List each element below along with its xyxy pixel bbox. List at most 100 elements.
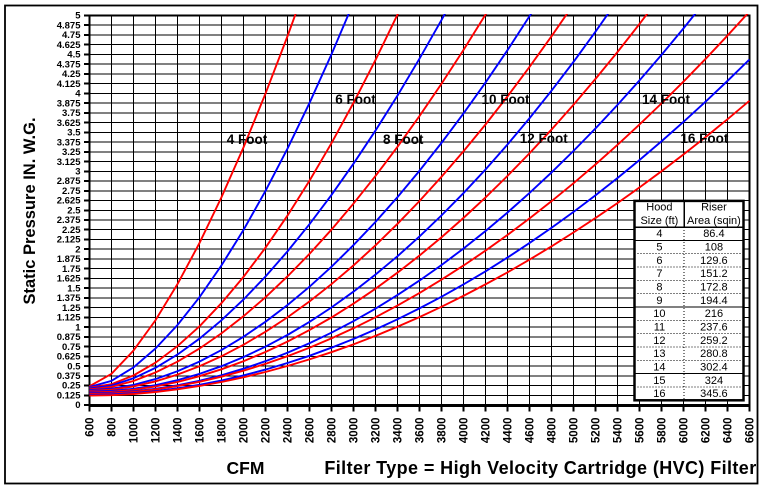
svg-text:6400: 6400 <box>723 418 735 444</box>
svg-text:5200: 5200 <box>591 418 603 444</box>
svg-text:4.25: 4.25 <box>62 69 81 80</box>
svg-text:302.4: 302.4 <box>700 361 728 373</box>
svg-text:13: 13 <box>653 348 665 360</box>
svg-text:Static Pressure IN. W.G.: Static Pressure IN. W.G. <box>21 117 39 304</box>
svg-text:0: 0 <box>75 400 80 411</box>
svg-text:1000: 1000 <box>129 418 141 444</box>
svg-text:86.4: 86.4 <box>703 228 724 240</box>
svg-text:2.375: 2.375 <box>57 215 81 226</box>
svg-text:324: 324 <box>705 375 723 387</box>
svg-text:3.25: 3.25 <box>62 147 81 158</box>
svg-text:5000: 5000 <box>569 418 581 444</box>
svg-text:3400: 3400 <box>393 418 405 444</box>
svg-text:0.875: 0.875 <box>57 332 81 343</box>
svg-text:5800: 5800 <box>657 418 669 444</box>
svg-text:5600: 5600 <box>635 418 647 444</box>
svg-text:Size (ft): Size (ft) <box>640 215 678 227</box>
svg-text:194.4: 194.4 <box>700 295 728 307</box>
svg-text:2600: 2600 <box>305 418 317 444</box>
svg-text:0.25: 0.25 <box>62 381 81 392</box>
svg-text:10: 10 <box>653 308 665 320</box>
svg-text:1.625: 1.625 <box>57 274 81 285</box>
svg-text:108: 108 <box>705 242 723 254</box>
svg-text:2.125: 2.125 <box>57 235 81 246</box>
svg-text:4 Foot: 4 Foot <box>227 132 268 147</box>
svg-text:1.75: 1.75 <box>62 264 81 275</box>
svg-text:Hood: Hood <box>646 202 672 214</box>
svg-text:259.2: 259.2 <box>700 335 728 347</box>
svg-text:8: 8 <box>656 281 662 293</box>
svg-text:5400: 5400 <box>613 418 625 444</box>
svg-text:151.2: 151.2 <box>700 268 728 280</box>
svg-text:6600: 6600 <box>745 418 757 444</box>
svg-text:1400: 1400 <box>173 418 185 444</box>
svg-text:237.6: 237.6 <box>700 321 728 333</box>
svg-text:7: 7 <box>656 268 662 280</box>
svg-text:3200: 3200 <box>371 418 383 444</box>
svg-text:10 Foot: 10 Foot <box>481 92 530 107</box>
svg-text:1.125: 1.125 <box>57 313 81 324</box>
svg-text:2.875: 2.875 <box>57 176 81 187</box>
svg-text:2.5: 2.5 <box>67 205 81 216</box>
svg-text:Filter Type = High Velocity Ca: Filter Type = High Velocity Cartridge (H… <box>324 458 756 478</box>
svg-text:172.8: 172.8 <box>700 281 728 293</box>
svg-text:600: 600 <box>85 418 97 437</box>
svg-text:3.125: 3.125 <box>57 157 81 168</box>
svg-text:6 Foot: 6 Foot <box>335 92 376 107</box>
svg-text:800: 800 <box>107 418 119 437</box>
svg-text:4.5: 4.5 <box>67 50 81 61</box>
svg-text:345.6: 345.6 <box>700 388 728 400</box>
svg-text:2200: 2200 <box>261 418 273 444</box>
svg-text:4400: 4400 <box>503 418 515 444</box>
svg-text:2.25: 2.25 <box>62 225 81 236</box>
svg-text:3.375: 3.375 <box>57 137 81 148</box>
svg-text:8 Foot: 8 Foot <box>383 132 424 147</box>
svg-text:1600: 1600 <box>195 418 207 444</box>
svg-text:4000: 4000 <box>459 418 471 444</box>
svg-text:0.375: 0.375 <box>57 371 81 382</box>
svg-text:2.75: 2.75 <box>62 186 81 197</box>
svg-text:3.625: 3.625 <box>57 118 81 129</box>
svg-text:4.875: 4.875 <box>57 20 81 31</box>
svg-text:3: 3 <box>75 167 80 178</box>
svg-text:16 Foot: 16 Foot <box>680 131 729 146</box>
svg-text:4.375: 4.375 <box>57 59 81 70</box>
svg-text:1.875: 1.875 <box>57 254 81 265</box>
svg-text:3.5: 3.5 <box>67 128 81 139</box>
svg-text:216: 216 <box>705 308 723 320</box>
svg-text:16: 16 <box>653 388 665 400</box>
svg-text:2: 2 <box>75 244 80 255</box>
svg-text:14: 14 <box>653 361 665 373</box>
svg-text:0.625: 0.625 <box>57 352 81 363</box>
svg-text:0.125: 0.125 <box>57 390 81 401</box>
svg-text:4.625: 4.625 <box>57 40 81 51</box>
svg-text:1: 1 <box>75 322 81 333</box>
svg-text:6: 6 <box>656 255 662 267</box>
svg-text:3.875: 3.875 <box>57 98 81 109</box>
svg-text:11: 11 <box>654 321 665 333</box>
svg-text:3800: 3800 <box>437 418 449 444</box>
svg-text:Area (sqin): Area (sqin) <box>687 215 741 227</box>
svg-text:12: 12 <box>653 335 665 347</box>
svg-text:4600: 4600 <box>525 418 537 444</box>
svg-text:4: 4 <box>656 228 662 240</box>
svg-text:1200: 1200 <box>151 418 163 444</box>
svg-text:4.75: 4.75 <box>62 30 81 41</box>
svg-text:5: 5 <box>656 242 662 254</box>
svg-text:1.5: 1.5 <box>67 283 81 294</box>
svg-text:2400: 2400 <box>283 418 295 444</box>
svg-text:4200: 4200 <box>481 418 493 444</box>
svg-text:3600: 3600 <box>415 418 427 444</box>
svg-text:3.75: 3.75 <box>62 108 81 119</box>
svg-text:12 Foot: 12 Foot <box>520 131 569 146</box>
svg-text:15: 15 <box>653 375 665 387</box>
svg-text:5: 5 <box>75 11 81 22</box>
svg-text:14 Foot: 14 Foot <box>642 92 691 107</box>
svg-text:1.25: 1.25 <box>62 303 81 314</box>
svg-text:2.625: 2.625 <box>57 196 81 207</box>
svg-text:0.75: 0.75 <box>62 342 81 353</box>
svg-text:6200: 6200 <box>701 418 713 444</box>
svg-text:4.125: 4.125 <box>57 79 81 90</box>
svg-text:129.6: 129.6 <box>700 255 728 267</box>
svg-text:4: 4 <box>75 89 81 100</box>
